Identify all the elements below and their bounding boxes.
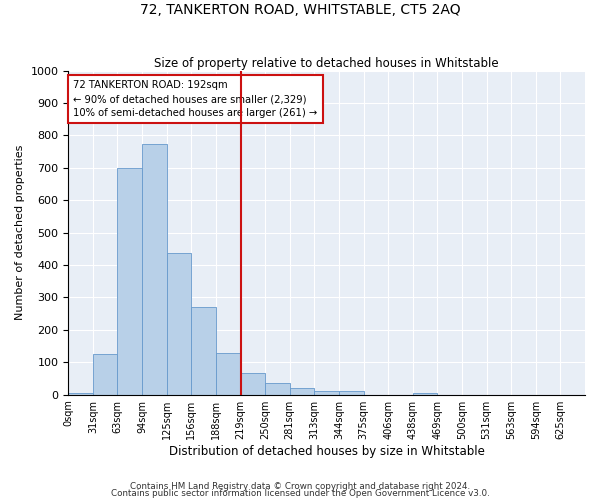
Title: Size of property relative to detached houses in Whitstable: Size of property relative to detached ho… (154, 56, 499, 70)
Bar (216, 352, 241, 395)
Bar (339, 392, 364, 394)
Bar (314, 392, 339, 394)
Text: 72 TANKERTON ROAD: 192sqm
← 90% of detached houses are smaller (2,329)
10% of se: 72 TANKERTON ROAD: 192sqm ← 90% of detac… (73, 80, 317, 118)
Y-axis label: Number of detached properties: Number of detached properties (15, 145, 25, 320)
Bar (118, 168, 142, 394)
Bar (68, 393, 93, 394)
Bar (241, 372, 265, 394)
Text: Contains public sector information licensed under the Open Government Licence v3: Contains public sector information licen… (110, 490, 490, 498)
Bar (191, 307, 216, 394)
Bar (290, 388, 314, 394)
X-axis label: Distribution of detached houses by size in Whitstable: Distribution of detached houses by size … (169, 444, 485, 458)
Text: Contains HM Land Registry data © Crown copyright and database right 2024.: Contains HM Land Registry data © Crown c… (130, 482, 470, 491)
Text: 72, TANKERTON ROAD, WHITSTABLE, CT5 2AQ: 72, TANKERTON ROAD, WHITSTABLE, CT5 2AQ (140, 2, 460, 16)
Bar (142, 144, 167, 394)
Bar (93, 354, 118, 395)
Bar (167, 253, 191, 394)
Bar (265, 382, 290, 394)
Bar (413, 393, 437, 394)
